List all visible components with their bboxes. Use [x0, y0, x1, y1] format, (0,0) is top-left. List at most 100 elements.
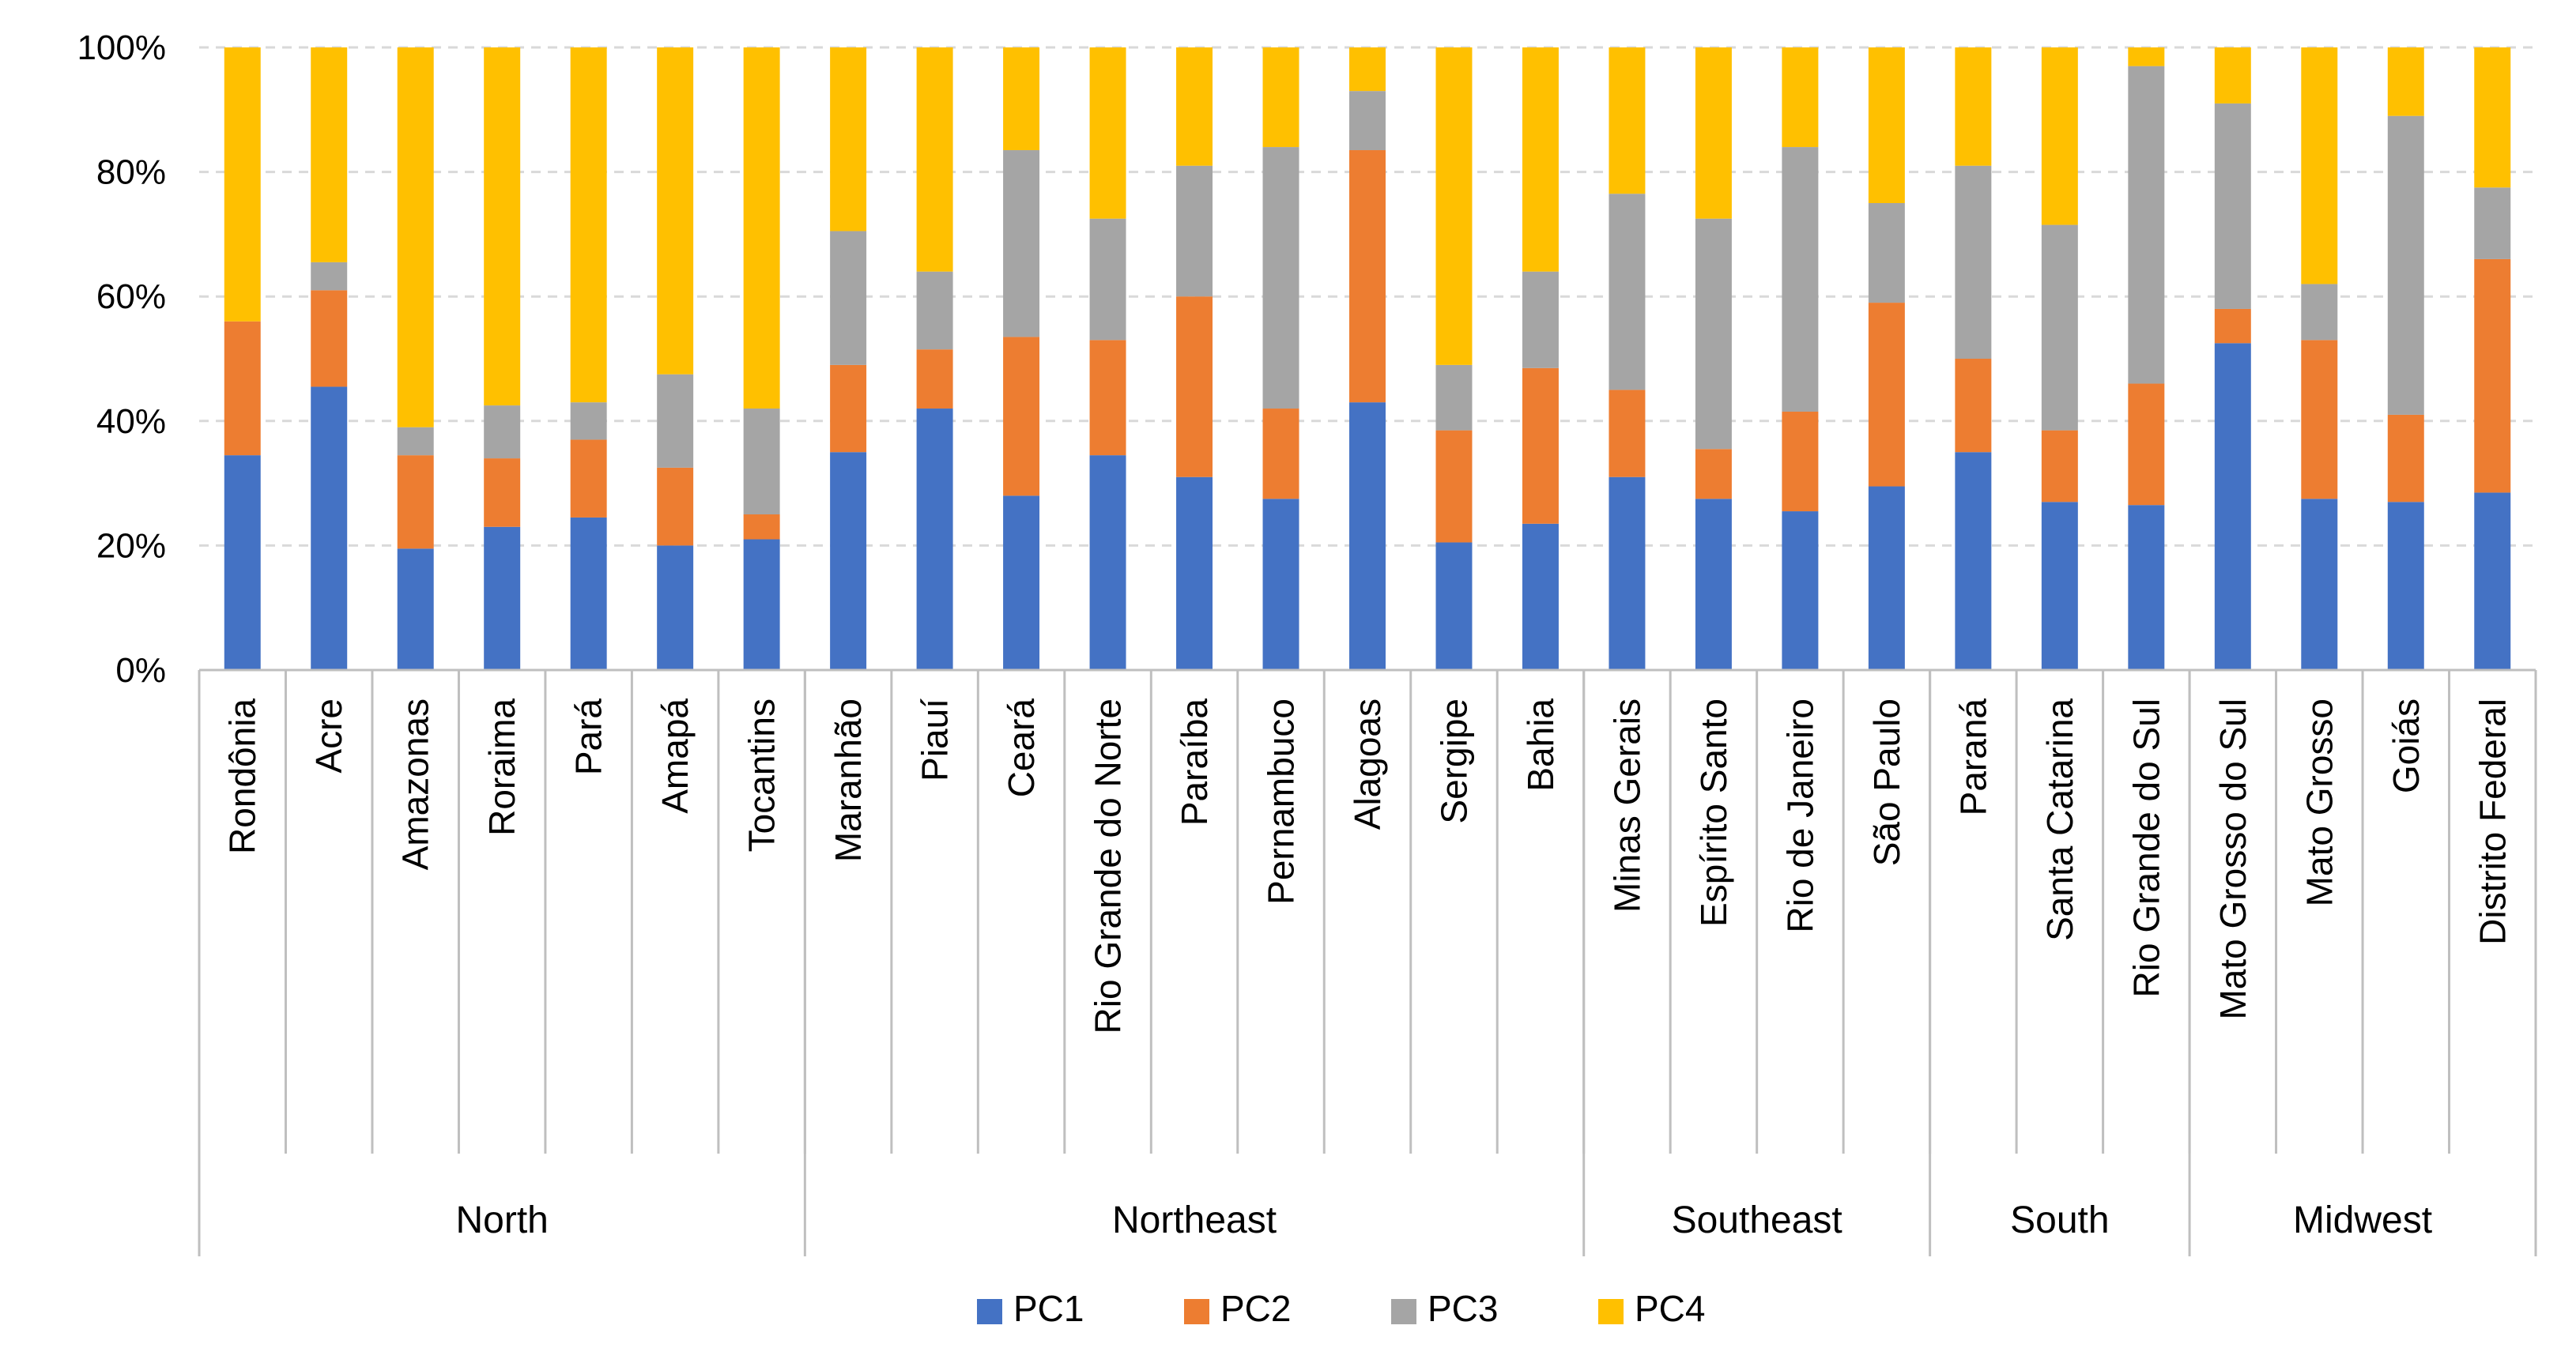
bar-segment-pc3 — [1262, 147, 1299, 409]
bar-segment-pc3 — [1003, 150, 1040, 337]
bar-segment-pc1 — [1695, 499, 1732, 670]
category-label: Rondônia — [222, 698, 263, 854]
legend-swatch-pc3 — [1391, 1299, 1416, 1324]
bar-segment-pc2 — [1003, 337, 1040, 496]
bar-segment-pc2 — [1349, 150, 1386, 403]
bar-segment-pc4 — [1176, 47, 1213, 166]
category-label: Bahia — [1520, 698, 1561, 792]
legend-swatch-pc4 — [1598, 1299, 1624, 1324]
bar-segment-pc2 — [397, 455, 434, 549]
bar-segment-pc1 — [2387, 502, 2424, 670]
legend-label: PC4 — [1635, 1288, 1705, 1329]
bar-segment-pc2 — [1176, 296, 1213, 477]
group-label: Midwest — [2293, 1199, 2432, 1241]
bar-segment-pc4 — [1695, 47, 1732, 219]
legend-swatch-pc2 — [1184, 1299, 1209, 1324]
bar-segment-pc1 — [1349, 402, 1386, 670]
y-tick-label: 80% — [96, 153, 166, 192]
bar-segment-pc2 — [484, 458, 521, 527]
bar-segment-pc2 — [1868, 303, 1905, 487]
bar-segment-pc4 — [1349, 47, 1386, 92]
bar-segment-pc3 — [1695, 218, 1732, 450]
group-label: South — [2010, 1199, 2109, 1241]
group-label: Southeast — [1672, 1199, 1842, 1241]
category-label: Minas Gerais — [1606, 698, 1647, 913]
category-label: Rio Grande do Norte — [1088, 698, 1129, 1034]
bar-segment-pc4 — [657, 47, 694, 375]
bar-segment-pc4 — [397, 47, 434, 427]
bar-segment-pc2 — [2214, 308, 2251, 344]
bar-segment-pc2 — [743, 514, 780, 540]
bar-segment-pc1 — [657, 545, 694, 670]
bar-segment-pc3 — [2128, 66, 2165, 384]
bar-segment-pc1 — [1522, 523, 1559, 670]
bar-segment-pc3 — [1522, 271, 1559, 368]
category-label: Distrito Federal — [2472, 698, 2513, 945]
bars — [224, 47, 2511, 670]
bar-segment-pc3 — [1089, 218, 1126, 341]
bar-segment-pc4 — [2387, 47, 2424, 116]
bar-segment-pc4 — [1003, 47, 1040, 151]
bar-segment-pc2 — [916, 349, 953, 409]
bar-segment-pc3 — [1955, 165, 1992, 359]
bar-segment-pc2 — [570, 439, 607, 518]
category-label: Maranhão — [828, 698, 869, 862]
bar-segment-pc3 — [2214, 103, 2251, 309]
bar-segment-pc1 — [2128, 505, 2165, 670]
category-label: São Paulo — [1866, 698, 1907, 866]
bar-segment-pc4 — [743, 47, 780, 409]
group-labels: North Northeast Southeast South Midwest — [455, 1199, 2432, 1241]
bar-segment-pc1 — [2041, 502, 2078, 670]
bar-segment-pc2 — [1609, 390, 1646, 477]
bar-segment-pc4 — [2301, 47, 2338, 284]
group-label: North — [455, 1199, 548, 1241]
bar-segment-pc2 — [224, 321, 261, 456]
bar-segment-pc1 — [743, 539, 780, 670]
bar-segment-pc2 — [2301, 340, 2338, 499]
y-tick-label: 40% — [96, 402, 166, 441]
bar-segment-pc4 — [916, 47, 953, 272]
bar-segment-pc4 — [2474, 47, 2511, 188]
bar-segment-pc4 — [2128, 47, 2165, 66]
y-tick-label: 0% — [115, 651, 166, 690]
bar-segment-pc3 — [1782, 147, 1819, 412]
bar-segment-pc1 — [484, 526, 521, 670]
bar-segment-pc3 — [743, 409, 780, 514]
category-label: Rio Grande do Sul — [2125, 698, 2167, 997]
bar-segment-pc2 — [657, 467, 694, 546]
bar-segment-pc1 — [2301, 499, 2338, 670]
bar-segment-pc2 — [2041, 430, 2078, 503]
bar-segment-pc2 — [1435, 430, 1473, 543]
bar-segment-pc4 — [1609, 47, 1646, 194]
category-label: Paraná — [1952, 698, 1993, 816]
category-label: Goiás — [2386, 698, 2427, 793]
category-label: Amapá — [654, 698, 696, 814]
bar-segment-pc3 — [1868, 203, 1905, 303]
legend-swatch-pc1 — [977, 1299, 1002, 1324]
bar-segment-pc4 — [2041, 47, 2078, 225]
bar-segment-pc3 — [484, 405, 521, 459]
bar-segment-pc4 — [570, 47, 607, 403]
bar-segment-pc2 — [1782, 411, 1819, 512]
bar-segment-pc3 — [1609, 194, 1646, 390]
bar-segment-pc4 — [1262, 47, 1299, 148]
category-label: Acre — [308, 698, 349, 774]
bar-segment-pc1 — [2474, 492, 2511, 670]
y-tick-labels: 0% 20% 40% 60% 80% 100% — [77, 28, 166, 690]
category-label: Alagoas — [1347, 698, 1388, 830]
category-label: Rio de Janeiro — [1779, 698, 1820, 933]
bar-segment-pc1 — [830, 452, 867, 670]
bar-segment-pc3 — [570, 402, 607, 440]
bar-segment-pc2 — [2387, 414, 2424, 503]
category-label: Mato Grosso do Sul — [2212, 698, 2254, 1020]
bar-segment-pc1 — [1609, 476, 1646, 670]
bar-segment-pc3 — [2474, 187, 2511, 259]
legend-label: PC1 — [1013, 1288, 1084, 1329]
bar-segment-pc4 — [1782, 47, 1819, 148]
bar-segment-pc4 — [830, 47, 867, 232]
y-tick-label: 60% — [96, 277, 166, 316]
bar-segment-pc4 — [1435, 47, 1473, 365]
bar-segment-pc4 — [1868, 47, 1905, 203]
group-label: Northeast — [1112, 1199, 1277, 1241]
